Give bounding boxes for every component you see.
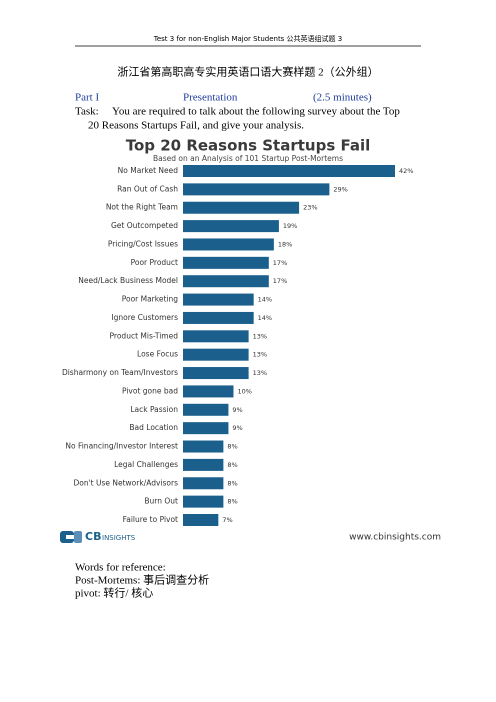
category-label: No Financing/Investor Interest <box>65 442 178 451</box>
bar <box>183 367 249 380</box>
category-label: No Market Need <box>118 166 179 175</box>
category-label: Not the Right Team <box>106 203 178 212</box>
value-label: 13% <box>253 351 267 359</box>
value-label: 13% <box>253 369 267 377</box>
part-label: Part I <box>75 92 99 104</box>
category-label: Lack Passion <box>130 405 178 414</box>
value-label: 19% <box>283 222 297 230</box>
reference-item: pivot: 转行/ 核心 <box>75 586 153 600</box>
bar <box>183 238 274 251</box>
logo-mark: CB <box>85 530 101 543</box>
bar <box>183 458 224 471</box>
category-label: Poor Marketing <box>122 295 179 304</box>
logo-name: INSIGHTS <box>102 534 136 542</box>
category-label: Don't Use Network/Advisors <box>73 478 178 487</box>
value-label: 42% <box>399 167 413 175</box>
value-label: 18% <box>278 240 292 248</box>
chart-subtitle: Based on an Analysis of 101 Startup Post… <box>153 154 343 163</box>
doc-title: 浙江省第高职高专实用英语口语大赛样题 2（公外组） <box>117 65 378 79</box>
value-label: 17% <box>273 277 287 285</box>
bar <box>183 477 224 490</box>
bar <box>183 403 229 416</box>
value-label: 14% <box>258 296 272 304</box>
bar <box>183 183 330 196</box>
category-label: Lose Focus <box>137 350 178 359</box>
value-label: 14% <box>258 314 272 322</box>
bar <box>183 165 395 177</box>
task-text: You are required to talk about the follo… <box>112 106 400 118</box>
category-label: Get Outcompeted <box>111 221 178 230</box>
category-label: Disharmony on Team/Investors <box>62 368 178 377</box>
bar <box>183 201 300 214</box>
value-label: 8% <box>227 479 237 487</box>
bar <box>183 293 254 306</box>
value-label: 13% <box>253 332 267 340</box>
page-header: Test 3 for non-English Major Students 公共… <box>153 34 343 43</box>
bar <box>183 495 224 508</box>
category-label: Legal Challenges <box>114 460 178 469</box>
value-label: 23% <box>303 204 317 212</box>
value-label: 29% <box>333 185 347 193</box>
category-label: Pricing/Cost Issues <box>108 239 178 248</box>
category-label: Product Mis-Timed <box>110 331 179 340</box>
source: www.cbinsights.com <box>349 533 441 543</box>
value-label: 7% <box>222 516 232 524</box>
value-label: 9% <box>232 406 242 414</box>
bar <box>183 514 219 526</box>
chart-title: Top 20 Reasons Startups Fail <box>126 137 371 155</box>
part-name: Presentation <box>183 92 238 104</box>
bar <box>183 348 249 361</box>
logo: CB INSIGHTS <box>60 530 136 543</box>
category-label: Bad Location <box>129 423 178 432</box>
task-text: 20 Reasons Startups Fail, and give your … <box>88 120 304 132</box>
category-label: Burn Out <box>144 497 178 506</box>
logo-icon <box>74 531 82 543</box>
bar <box>183 220 279 233</box>
category-label: Failure to Pivot <box>123 515 178 524</box>
logo-icon <box>66 535 80 539</box>
bar <box>183 256 269 269</box>
bar <box>183 440 224 453</box>
task-label: Task: <box>75 106 99 118</box>
reference-item: Post-Mortems: 事后调查分析 <box>75 573 209 587</box>
value-label: 10% <box>237 387 251 395</box>
value-label: 17% <box>273 259 287 267</box>
bar <box>183 422 229 435</box>
bar <box>183 385 234 398</box>
value-label: 8% <box>227 461 237 469</box>
bar <box>183 311 254 324</box>
category-label: Need/Lack Business Model <box>78 276 178 285</box>
value-label: 9% <box>232 424 242 432</box>
part-time: (2.5 minutes) <box>313 92 372 104</box>
category-label: Pivot gone bad <box>122 386 178 395</box>
reference-heading: Words for reference: <box>75 562 166 574</box>
value-label: 8% <box>227 443 237 451</box>
category-label: Poor Product <box>131 258 178 267</box>
value-label: 8% <box>227 498 237 506</box>
category-label: Ran Out of Cash <box>117 184 178 193</box>
bar <box>183 275 269 288</box>
category-label: Ignore Customers <box>111 313 178 322</box>
bar <box>183 330 249 343</box>
